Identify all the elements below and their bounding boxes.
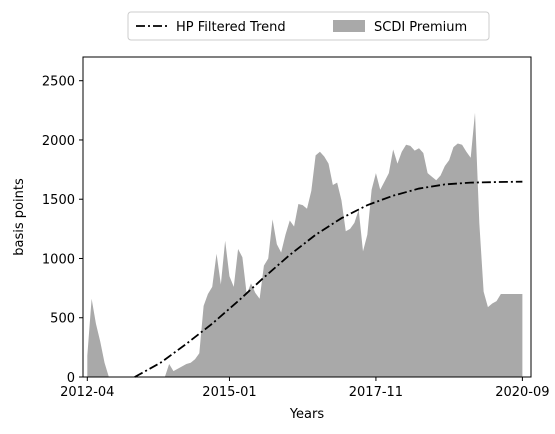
x-tick-label: 2012-04 [60,385,114,400]
x-axis: 2012-04 2015-01 2017-11 2020-09 [60,377,550,400]
legend-label-trend: HP Filtered Trend [176,20,286,35]
legend-swatch-area [333,20,365,32]
x-tick-label: 2017-11 [349,385,403,400]
x-tick-label: 2020-09 [495,385,549,400]
y-axis-label: basis points [12,178,27,256]
y-tick-label: 1500 [42,193,75,208]
y-tick-label: 1000 [42,252,75,267]
y-tick-label: 2500 [42,75,75,90]
x-axis-label: Years [289,407,325,422]
legend-box [127,11,490,41]
hp-filtered-trend-line [134,180,523,378]
y-tick-label: 500 [50,312,75,327]
x-tick-label: 2015-01 [202,385,256,400]
legend-label-area: SCDI Premium [374,20,467,35]
scdi-premium-area [87,112,523,377]
y-tick-label: 0 [67,371,75,386]
plot-frame [82,56,532,378]
y-axis: 0 500 1000 1500 2000 2500 [42,75,83,386]
y-tick-label: 2000 [42,134,75,149]
legend: HP Filtered Trend SCDI Premium [127,11,490,41]
plot-area [82,56,532,378]
